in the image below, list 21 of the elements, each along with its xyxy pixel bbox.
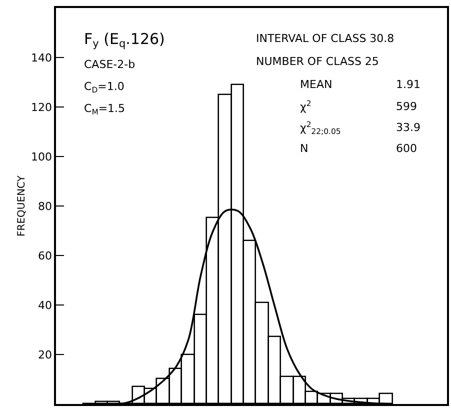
text: 599 <box>396 100 417 113</box>
y-axis-title: FREQUENCY <box>16 174 28 236</box>
text: 33.9 <box>396 121 420 134</box>
annotation: χ$^{2}$ <box>300 99 312 114</box>
y-tick-label: 80 <box>38 200 52 213</box>
annotation: F$_{y}$ (E$_{q}$.126) <box>84 30 165 50</box>
annotation: INTERVAL OF CLASS 30.8 <box>256 32 394 45</box>
annotation: MEAN <box>300 78 332 91</box>
annotation: CASE-2-b <box>84 58 136 71</box>
y-tick-label: 140 <box>31 51 52 64</box>
annotation: C$_{D}$=1.0 <box>84 80 124 94</box>
text: 600 <box>396 142 417 155</box>
text: 1.91 <box>396 78 420 91</box>
y-tick-label: 20 <box>38 348 52 362</box>
annotation: N <box>300 142 308 155</box>
annotation: C$_{M}$=1.5 <box>84 102 126 116</box>
y-tick-label: 120 <box>31 100 52 114</box>
y-tick-label: 40 <box>38 298 52 312</box>
annotation: NUMBER OF CLASS 25 <box>256 55 379 68</box>
y-tick-label: 100 <box>31 150 52 164</box>
y-tick-label: 60 <box>38 249 52 262</box>
